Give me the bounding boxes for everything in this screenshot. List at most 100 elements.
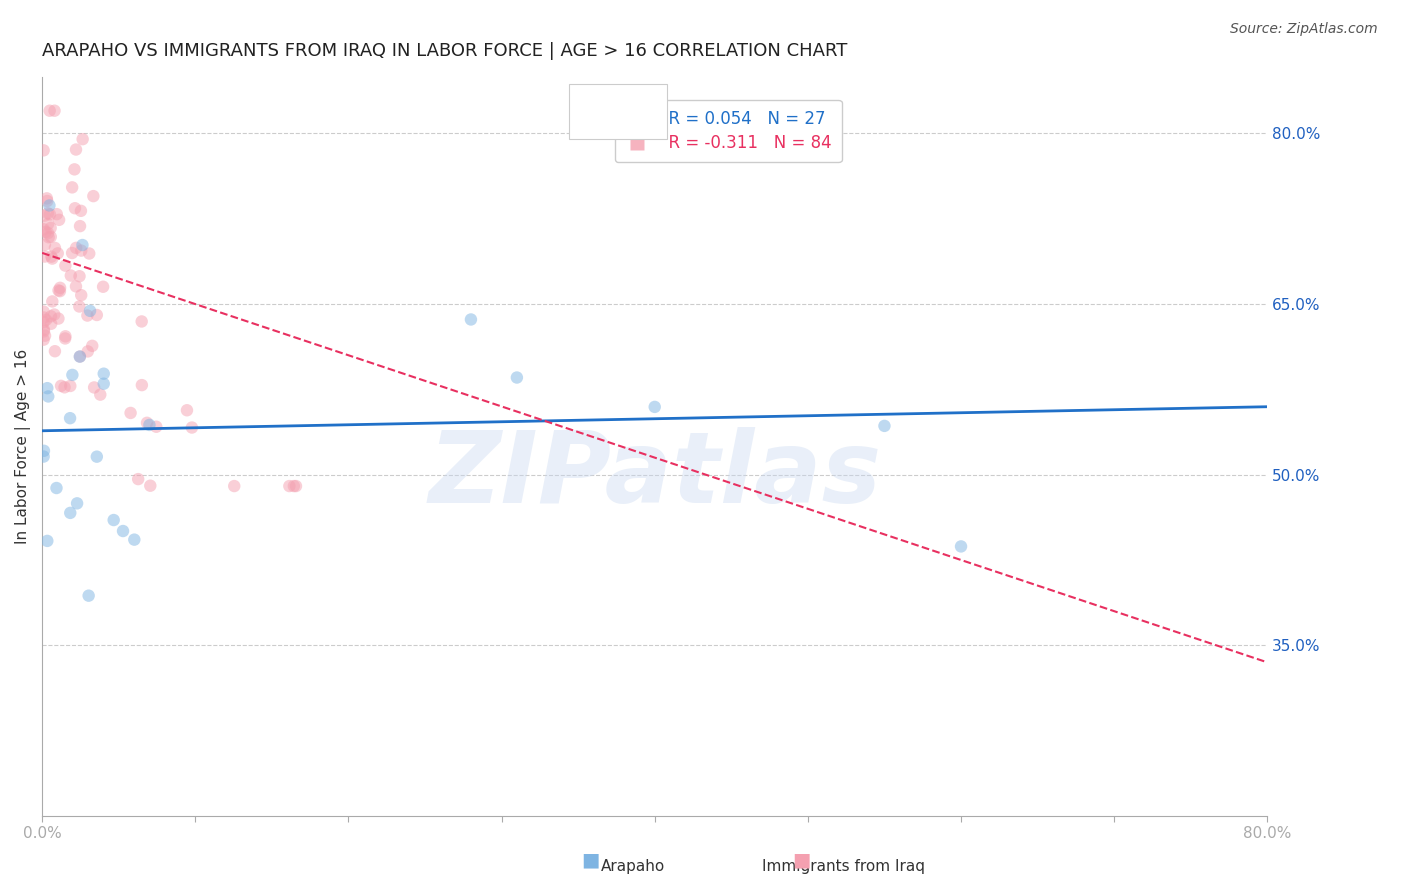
Point xyxy=(83,380,105,394)
Point xyxy=(644,400,666,414)
Point xyxy=(44,344,66,359)
Point xyxy=(32,450,55,464)
Point xyxy=(34,250,56,264)
Point xyxy=(32,315,55,329)
Point xyxy=(506,370,529,384)
Text: ZIPatlas: ZIPatlas xyxy=(429,427,882,524)
Point xyxy=(44,241,66,255)
Point xyxy=(76,309,98,323)
Point xyxy=(950,540,973,554)
Point xyxy=(65,143,87,157)
Point xyxy=(34,237,56,252)
Point xyxy=(181,420,204,434)
Text: Source: ZipAtlas.com: Source: ZipAtlas.com xyxy=(1230,22,1378,37)
Legend:   R = 0.054   N = 27,   R = -0.311   N = 84: R = 0.054 N = 27, R = -0.311 N = 84 xyxy=(614,100,842,162)
Point xyxy=(70,288,93,302)
Point xyxy=(59,379,82,393)
Text: Arapaho: Arapaho xyxy=(600,859,665,874)
Point xyxy=(63,162,86,177)
Point xyxy=(49,284,72,298)
Point xyxy=(60,180,83,194)
Point xyxy=(127,472,149,486)
Point xyxy=(60,368,83,382)
Point xyxy=(139,479,162,493)
Point xyxy=(32,323,55,337)
Point xyxy=(37,533,59,548)
Point xyxy=(39,317,62,331)
Point xyxy=(48,284,70,298)
Point xyxy=(69,350,91,364)
Point xyxy=(37,226,59,240)
Point xyxy=(34,225,56,239)
Point xyxy=(136,416,159,430)
FancyBboxPatch shape xyxy=(569,84,666,139)
Point xyxy=(53,380,76,394)
Point xyxy=(34,209,56,223)
Point xyxy=(224,479,246,493)
Point xyxy=(35,191,58,205)
Point xyxy=(77,246,100,260)
Point xyxy=(34,328,56,343)
Point xyxy=(69,350,91,364)
Point xyxy=(44,103,66,118)
Point xyxy=(89,387,111,401)
Point xyxy=(176,403,198,417)
Point xyxy=(39,229,62,244)
Point xyxy=(67,300,90,314)
Point xyxy=(59,268,82,283)
Point xyxy=(35,313,58,327)
Point xyxy=(37,194,59,208)
Point xyxy=(32,304,55,318)
Text: Immigrants from Iraq: Immigrants from Iraq xyxy=(762,859,925,874)
Point xyxy=(72,132,94,146)
Point xyxy=(37,206,59,220)
Point xyxy=(69,219,91,234)
Point xyxy=(41,294,63,309)
Point xyxy=(278,479,301,493)
Point xyxy=(66,496,89,510)
Point xyxy=(59,411,82,425)
Point xyxy=(460,312,482,326)
Point xyxy=(82,339,104,353)
Point xyxy=(285,479,308,493)
Point xyxy=(77,589,100,603)
Point xyxy=(41,250,63,264)
Point xyxy=(32,333,55,347)
Point xyxy=(79,304,101,318)
Point xyxy=(37,217,59,231)
Point xyxy=(45,207,67,221)
Point xyxy=(38,230,60,244)
Point xyxy=(39,207,62,221)
Point xyxy=(86,450,108,464)
Point xyxy=(49,281,72,295)
Point xyxy=(53,331,76,345)
Text: ARAPAHO VS IMMIGRANTS FROM IRAQ IN LABOR FORCE | AGE > 16 CORRELATION CHART: ARAPAHO VS IMMIGRANTS FROM IRAQ IN LABOR… xyxy=(42,42,848,60)
Point xyxy=(76,344,98,359)
Point xyxy=(138,417,160,432)
Point xyxy=(69,269,91,284)
Point xyxy=(93,367,115,381)
Point xyxy=(32,144,55,158)
Point xyxy=(32,310,55,325)
Point xyxy=(37,389,59,403)
Point xyxy=(44,308,66,322)
Point xyxy=(39,310,62,324)
Point xyxy=(145,419,167,434)
Point xyxy=(53,259,76,273)
Point xyxy=(60,246,83,260)
Point xyxy=(63,201,86,215)
Point xyxy=(120,406,142,420)
Point xyxy=(131,314,153,328)
Point xyxy=(873,418,896,433)
Point xyxy=(82,189,104,203)
Point xyxy=(37,381,59,395)
Point xyxy=(32,443,55,458)
Point xyxy=(39,221,62,235)
Point xyxy=(32,324,55,338)
Point xyxy=(91,279,114,293)
Point xyxy=(55,329,77,343)
Y-axis label: In Labor Force | Age > 16: In Labor Force | Age > 16 xyxy=(15,349,31,544)
Point xyxy=(32,222,55,236)
Point xyxy=(65,279,87,293)
Point xyxy=(124,533,146,547)
